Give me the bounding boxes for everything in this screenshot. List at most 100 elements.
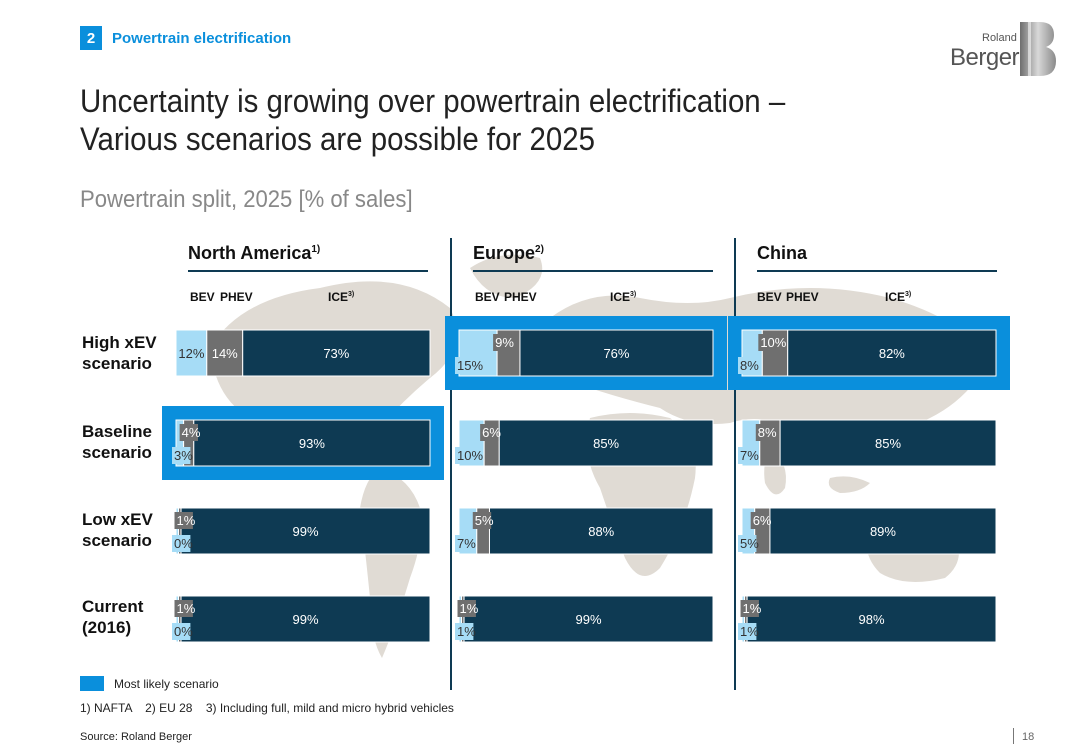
data-label-bev-bg	[738, 623, 757, 640]
data-label-phev: 1%	[177, 513, 196, 528]
data-label-bev-bg	[455, 535, 474, 552]
region-underline-europe	[473, 270, 713, 272]
source-note: Source: Roland Berger	[80, 731, 192, 743]
bar-china-1	[741, 419, 997, 467]
data-label-bev-bg	[172, 535, 191, 552]
bar-segment-ice	[746, 595, 997, 643]
divider-2	[734, 238, 736, 690]
page-title-line1: Uncertainty is growing over powertrain e…	[80, 83, 786, 119]
footnotes: 1) NAFTA 2) EU 28 3) Including full, mil…	[80, 701, 454, 715]
data-label-phev: 1%	[743, 601, 762, 616]
data-label-bev: 7%	[457, 536, 476, 551]
section-number: 2	[80, 26, 102, 50]
page-number: 18	[1022, 731, 1035, 743]
data-label-bev-bg	[738, 357, 757, 374]
data-label-phev-bg	[493, 334, 512, 351]
bar-europe-2	[458, 507, 714, 555]
divider-1	[450, 238, 452, 690]
data-label-phev-bg	[480, 424, 499, 441]
bar-segment-ice	[787, 329, 997, 377]
section-title: Powertrain electrification	[112, 29, 292, 47]
data-label-phev-bg	[740, 600, 759, 617]
col-label-ice-eu: ICE3)	[610, 290, 637, 304]
data-label-ice: 99%	[293, 612, 319, 627]
data-label-phev-bg	[457, 600, 476, 617]
data-label-phev-bg	[472, 512, 492, 529]
data-label-phev: 5%	[475, 513, 494, 528]
data-label-bev-bg	[172, 447, 191, 464]
data-label-bev-bg	[455, 357, 481, 374]
data-label-phev: 6%	[482, 425, 501, 440]
data-label-phev: 9%	[495, 335, 514, 350]
bar-segment-ice	[769, 507, 997, 555]
data-label-phev: 6%	[753, 513, 772, 528]
roland-berger-logo: Roland Berger	[946, 22, 1058, 76]
bar-segment-phev	[206, 329, 244, 377]
data-label-bev: 1%	[740, 624, 759, 639]
data-label-phev-bg	[755, 424, 775, 441]
data-label-phev-bg	[174, 600, 193, 617]
bar-segment-ice	[193, 419, 431, 467]
region-title-europe: Europe2)	[473, 243, 544, 263]
data-label-phev: 1%	[460, 601, 479, 616]
bar-segment-ice	[488, 507, 714, 555]
data-label-bev: 8%	[740, 358, 759, 373]
col-label-bev-cn: BEV	[757, 290, 782, 304]
bar-north-america-2	[175, 507, 431, 555]
col-label-phev-na: PHEV	[220, 290, 253, 304]
data-label-bev: 5%	[740, 536, 759, 551]
bar-segment-ice	[242, 329, 431, 377]
row-label-baseline: Baseline scenario	[82, 422, 152, 462]
data-label-bev-bg	[738, 535, 757, 552]
col-label-ice-na: ICE3)	[328, 290, 355, 304]
bar-segment-ice	[180, 595, 431, 643]
data-label-ice: 93%	[299, 436, 325, 451]
data-label-bev: 7%	[740, 448, 759, 463]
data-label-bev: 0%	[174, 624, 193, 639]
data-label-phev: 1%	[177, 601, 196, 616]
bar-north-america-3	[175, 595, 431, 643]
row-label-low-xev: Low xEV scenario	[82, 510, 153, 550]
data-label-ice: 76%	[603, 346, 629, 361]
bar-segment-ice	[779, 419, 997, 467]
region-underline-north-america	[188, 270, 428, 272]
data-label-ice: 73%	[323, 346, 349, 361]
data-label-phev: 10%	[760, 335, 786, 350]
data-label-phev: 4%	[182, 425, 201, 440]
data-label-ice: 99%	[575, 612, 601, 627]
data-label-phev-bg	[758, 334, 784, 351]
data-label-bev: 12%	[178, 346, 204, 361]
bar-segment-bev	[175, 329, 208, 377]
page-title: Uncertainty is growing over powertrain e…	[80, 82, 785, 158]
bar-north-america-1	[175, 419, 431, 467]
page-title-line2: Various scenarios are possible for 2025	[80, 121, 595, 157]
data-label-bev: 10%	[457, 448, 483, 463]
data-label-bev-bg	[455, 447, 481, 464]
bar-north-america-0	[175, 329, 431, 377]
page-number-separator	[1013, 728, 1014, 744]
data-label-bev: 0%	[174, 536, 193, 551]
bar-europe-3	[458, 595, 714, 643]
bar-segment-ice	[180, 507, 431, 555]
data-label-ice: 85%	[875, 436, 901, 451]
bar-segment-ice	[519, 329, 714, 377]
data-label-phev-bg	[174, 512, 193, 529]
data-label-phev: 14%	[212, 346, 238, 361]
bar-europe-0	[458, 329, 714, 377]
data-label-ice: 89%	[870, 524, 896, 539]
col-label-ice-cn: ICE3)	[885, 290, 912, 304]
data-label-ice: 85%	[593, 436, 619, 451]
col-label-bev-eu: BEV	[475, 290, 500, 304]
data-label-ice: 88%	[588, 524, 614, 539]
region-title-north-america: North America1)	[188, 243, 321, 263]
data-label-ice: 98%	[859, 612, 885, 627]
region-underline-china	[757, 270, 997, 272]
row-label-current: Current (2016)	[82, 597, 144, 637]
bar-segment-ice	[463, 595, 714, 643]
data-label-bev: 3%	[174, 448, 193, 463]
row-label-high-xev: High xEV scenario	[82, 333, 157, 373]
legend-label-most-likely: Most likely scenario	[114, 677, 219, 691]
logo-berger-text: Berger	[950, 44, 1020, 71]
region-title-china: China	[757, 243, 808, 263]
